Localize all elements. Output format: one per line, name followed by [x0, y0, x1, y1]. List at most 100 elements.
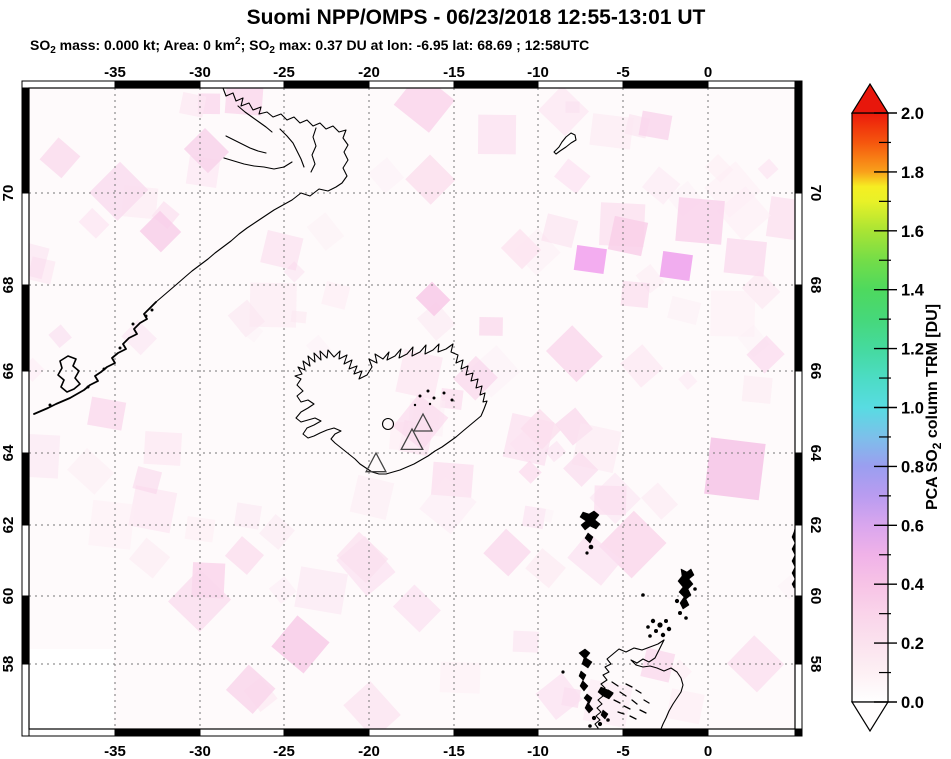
- pixel-patch: [405, 154, 456, 205]
- pixel-patch: [541, 213, 579, 249]
- border-segment: [368, 728, 455, 737]
- border-segment: [707, 80, 803, 89]
- pixel-patch: [128, 485, 178, 534]
- border-segment: [199, 728, 285, 737]
- colorbar-overflow-arrow: [850, 82, 890, 114]
- pixel-patch: [534, 506, 555, 523]
- pixel-patch: [259, 514, 295, 550]
- lon-tick-label-bottom: -25: [273, 743, 295, 759]
- pixel-patch: [765, 196, 795, 242]
- border-segment: [21, 595, 30, 665]
- border-segment: [283, 80, 370, 89]
- pixel-patch: [710, 290, 756, 337]
- border-segment: [114, 80, 201, 89]
- lon-tick-label-top: -35: [104, 64, 126, 81]
- pixel-patch: [746, 335, 785, 374]
- pixel-patch: [227, 299, 266, 338]
- pixel-patch: [704, 437, 766, 501]
- pixel-patch: [392, 584, 441, 633]
- colorbar-underflow-arrow: [850, 701, 890, 733]
- border-segment: [21, 284, 30, 372]
- greenland-fjord-arm-4: [310, 127, 317, 173]
- axis-labels: -35 -35 -30 -30 -25 -25 -20 -20 -15 -15 -10 -10 -5 -5…: [0, 64, 824, 759]
- lon-tick-label-bottom: -35: [104, 743, 126, 759]
- pixel-patch: [225, 664, 276, 714]
- pixel-patch: [500, 228, 542, 270]
- lat-tick-label-right: 58: [807, 656, 824, 673]
- lat-tick-label-left: 68: [0, 277, 17, 294]
- pixel-patch: [89, 161, 149, 221]
- pixel-patch: [290, 310, 307, 324]
- pixel-patch: [607, 215, 649, 257]
- pixel-patch: [367, 157, 405, 194]
- pixel-patch: [670, 659, 692, 681]
- pixel-patch: [741, 375, 773, 404]
- pixel-patch: [512, 630, 539, 653]
- subtitle-text: max: 0.37 DU at lon: -6.95 lat: 68.69 ; …: [274, 37, 590, 53]
- colorbar: 0.0 0.2 0.4 0.6 0.8 1.0 1.2 1.4 1.6 1.8 2.0 PCA SO2…: [850, 82, 944, 733]
- colorbar-tick-label: 1.2: [901, 341, 924, 359]
- volcano-triangle-marker: [412, 412, 434, 432]
- colorbar-tick-label: 1.6: [901, 223, 924, 241]
- pixel-patch: [283, 261, 305, 283]
- islands-shetland: [641, 568, 697, 610]
- pixel-patch: [741, 270, 781, 310]
- pixel-patch: [321, 280, 351, 310]
- pixel-patch: [667, 295, 702, 325]
- pixel-patch: [453, 355, 498, 401]
- pixel-patch: [29, 256, 56, 285]
- pixel-patch: [593, 485, 627, 516]
- border-segment: [453, 80, 539, 89]
- colorbar-tick-label: 1.8: [901, 164, 924, 182]
- pixel-patch: [233, 502, 262, 530]
- border-segment: [283, 728, 370, 737]
- pixel-patch: [393, 88, 455, 133]
- pixel-patch: [168, 568, 232, 633]
- lat-tick-label-left: 64: [0, 444, 17, 461]
- pixel-patch: [589, 113, 634, 150]
- pixel-patch: [224, 536, 264, 575]
- islands-faroe: [579, 510, 601, 555]
- pixel-patch: [224, 88, 265, 116]
- volcano-triangle-marker: [365, 451, 387, 473]
- subtitle-text: ; SO: [240, 37, 270, 53]
- pixel-patch: [88, 499, 136, 550]
- lat-tick-label-left: 66: [0, 363, 17, 380]
- island-jan-mayen: [553, 132, 577, 155]
- subtitle-text: mass: 0.000 kt; Area: 0 km: [55, 37, 236, 53]
- lat-tick-label-left: 60: [0, 588, 17, 605]
- pixel-patch: [565, 101, 580, 113]
- greenland-fjord-arm-1: [237, 105, 273, 133]
- lat-tick-label-right: 62: [807, 517, 824, 534]
- pixel-patch: [659, 251, 693, 281]
- pixel-patch: [151, 201, 180, 230]
- islands-orkney: [646, 611, 688, 638]
- pixel-patch: [271, 615, 330, 674]
- pixel-patch: [573, 245, 607, 275]
- lon-tick-label-bottom: -15: [443, 743, 465, 759]
- pixel-patch: [582, 679, 633, 728]
- border-segment: [794, 663, 803, 730]
- pixel-patch: [545, 325, 603, 383]
- pixel-patch: [554, 158, 591, 195]
- iceland-glacier-outline: [381, 417, 395, 431]
- lon-tick-label-top: -30: [189, 64, 211, 81]
- coastline-scotland-east: [630, 639, 684, 729]
- pixel-patch: [239, 319, 264, 343]
- pixel-patch: [260, 229, 304, 271]
- border-segment: [21, 87, 30, 194]
- pixel-patch: [640, 647, 676, 683]
- lon-tick-label-top: -5: [616, 64, 629, 81]
- pixel-patch: [477, 114, 517, 155]
- border-segment: [537, 80, 624, 89]
- pixel-patch: [392, 394, 449, 451]
- figure-title: Suomi NPP/OMPS - 06/23/2018 12:55-13:01 …: [246, 6, 706, 29]
- pixel-patch: [563, 451, 599, 487]
- pixel-patch: [249, 282, 297, 328]
- colorbar-tick-label: 0.4: [901, 576, 925, 594]
- graticule: [29, 88, 795, 729]
- border-segment: [21, 452, 30, 526]
- pixel-patch: [518, 460, 542, 484]
- pixel-patch: [343, 681, 401, 729]
